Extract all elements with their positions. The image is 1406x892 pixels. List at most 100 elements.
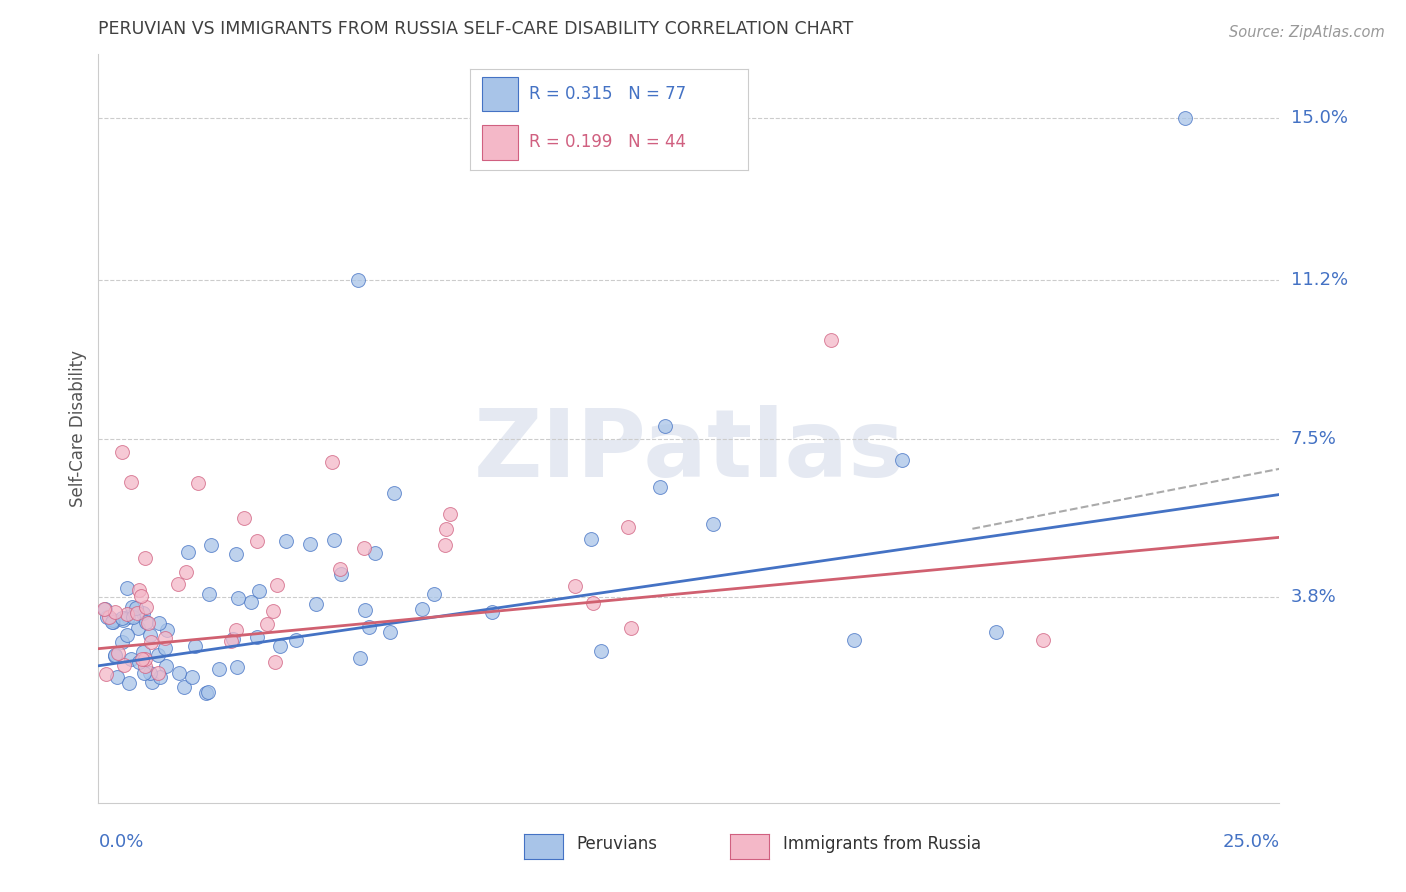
Point [247,583,270,598]
Point [128,582,150,597]
Point [103,614,125,628]
Point [225,547,247,561]
Point [579,532,602,546]
Text: Immigrants from Russia: Immigrants from Russia [783,835,981,853]
Point [654,419,676,434]
Point [132,665,155,680]
Point [256,617,278,632]
Point [153,631,176,645]
Point [266,578,288,592]
Point [128,655,150,669]
Point [112,614,135,628]
Point [112,657,135,672]
Point [131,652,153,666]
Point [364,546,387,560]
Point [225,623,247,637]
Point [269,640,291,654]
Point [187,475,209,490]
Point [148,648,170,662]
Point [148,615,170,630]
Point [136,615,159,630]
Text: 3.8%: 3.8% [1291,589,1336,607]
Point [104,648,127,662]
Point [433,538,456,552]
Point [439,507,461,521]
Point [589,644,612,658]
Point [225,660,247,674]
Point [104,649,127,664]
Point [620,621,643,635]
Point [181,670,204,684]
Point [115,582,138,596]
Point [103,615,125,630]
Point [105,670,128,684]
Point [111,444,134,458]
Point [197,685,219,699]
Y-axis label: Self-Care Disability: Self-Care Disability [69,350,87,507]
Point [107,646,129,660]
Point [274,533,297,548]
Point [135,600,157,615]
Point [245,630,267,644]
Point [117,609,139,624]
Point [264,655,287,669]
Text: 15.0%: 15.0% [1291,109,1347,127]
Point [111,635,134,649]
Point [134,652,156,666]
Point [382,485,405,500]
Point [564,579,586,593]
Point [195,686,218,700]
Point [617,519,640,533]
Point [304,597,326,611]
Point [434,523,457,537]
Text: 25.0%: 25.0% [1222,833,1279,851]
Point [155,641,177,656]
Point [141,675,163,690]
Text: ZIPatlas: ZIPatlas [474,405,904,497]
Point [174,565,197,579]
Point [184,640,207,654]
Point [329,562,352,576]
Point [239,595,262,609]
Point [357,620,380,634]
Text: 7.5%: 7.5% [1291,430,1337,448]
Point [135,615,157,630]
Point [349,651,371,665]
Point [129,590,152,604]
Point [702,517,724,532]
Point [299,537,322,551]
Point [117,676,139,690]
Point [167,666,190,681]
Point [321,455,343,469]
Point [329,567,352,582]
Point [246,534,269,549]
Point [650,480,672,494]
Point [1032,633,1054,648]
Point [98,610,121,624]
Point [820,334,842,348]
Point [94,666,117,681]
Point [155,659,177,673]
Point [167,577,190,591]
Point [121,475,143,489]
Point [125,606,148,620]
Text: PERUVIAN VS IMMIGRANTS FROM RUSSIA SELF-CARE DISABILITY CORRELATION CHART: PERUVIAN VS IMMIGRANTS FROM RUSSIA SELF-… [98,21,853,38]
Point [122,610,145,624]
Text: Peruvians: Peruvians [576,835,658,853]
Point [844,633,866,648]
Point [125,601,148,615]
Point [228,591,250,605]
Text: Source: ZipAtlas.com: Source: ZipAtlas.com [1229,25,1385,40]
Point [323,533,346,547]
Point [120,652,142,666]
Point [581,596,603,610]
Point [984,624,1007,639]
Point [481,605,503,619]
Point [353,541,375,555]
Point [262,604,284,618]
Point [132,645,155,659]
Point [121,599,143,614]
Point [208,662,231,676]
Point [219,634,242,648]
Text: 11.2%: 11.2% [1291,271,1348,289]
